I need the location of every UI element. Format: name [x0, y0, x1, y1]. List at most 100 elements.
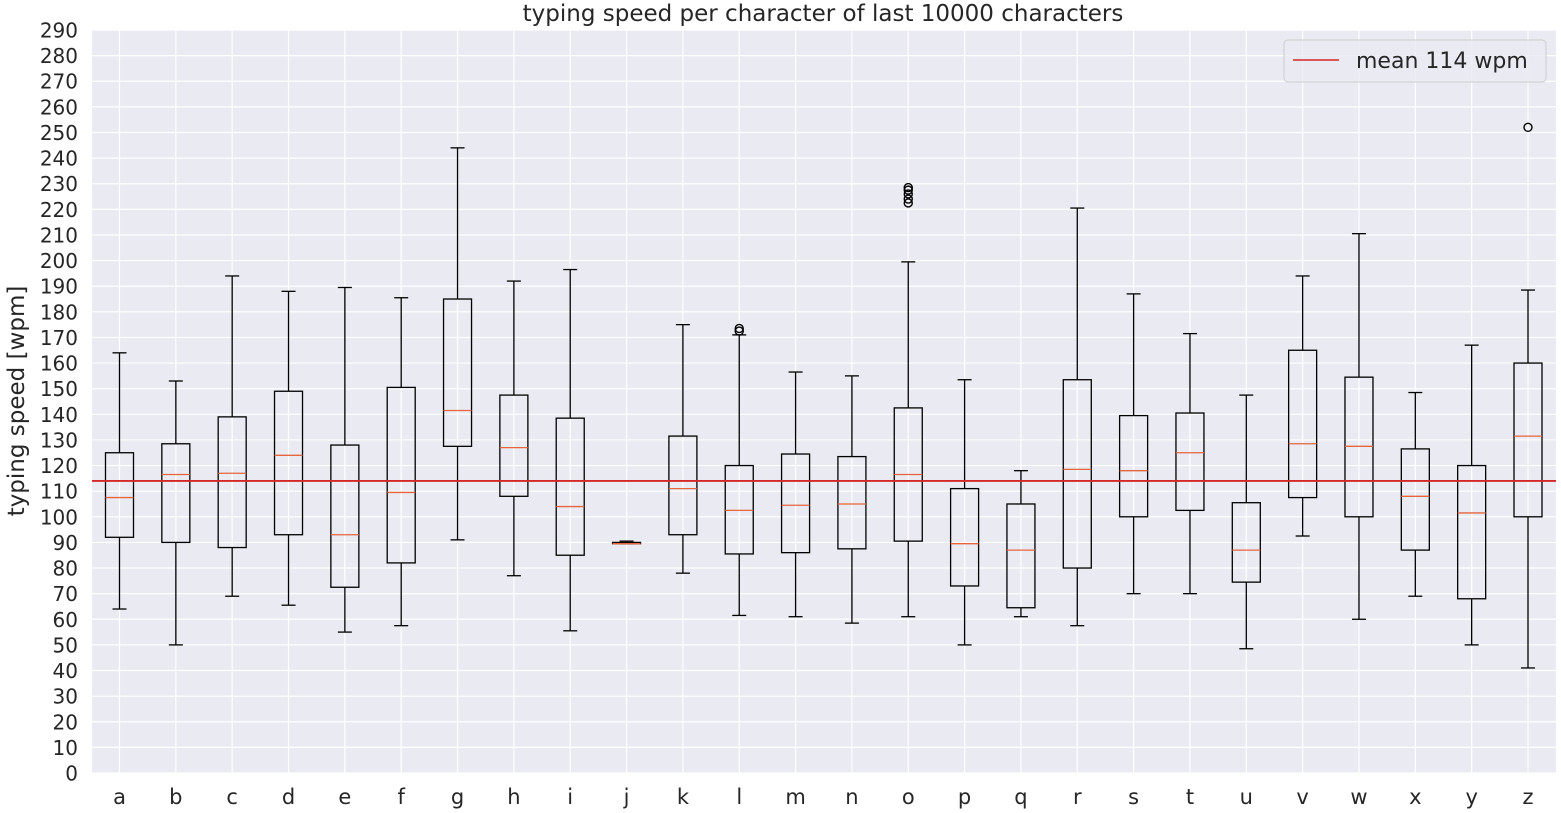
box-j — [611, 540, 642, 545]
y-tick-label: 260 — [40, 95, 78, 119]
x-tick-label: j — [623, 785, 630, 809]
x-tick-label: i — [567, 785, 573, 809]
y-tick-label: 240 — [40, 147, 78, 171]
box-y — [1457, 344, 1487, 646]
box-v — [1287, 275, 1318, 537]
iqr-box — [837, 455, 867, 550]
outlier-point — [903, 198, 913, 208]
y-tick-label: 140 — [40, 403, 78, 427]
x-tick-label: z — [1522, 785, 1533, 809]
y-tick-label: 10 — [53, 736, 78, 760]
iqr-box — [555, 417, 585, 556]
box-p — [949, 379, 980, 646]
iqr-box — [273, 390, 304, 536]
legend-box — [1283, 39, 1547, 83]
y-tick-label: 170 — [40, 326, 78, 350]
iqr-box — [161, 443, 191, 544]
x-tick-label: t — [1186, 785, 1194, 809]
y-tick-label: 190 — [40, 275, 78, 299]
x-tick-label: c — [226, 785, 238, 809]
y-tick-label: 180 — [40, 300, 78, 324]
outlier-point — [903, 194, 913, 204]
y-tick-label: 130 — [40, 428, 78, 452]
outlier-point — [1523, 122, 1533, 133]
iqr-box — [1062, 379, 1092, 569]
x-tick-label: w — [1350, 785, 1367, 809]
y-tick-label: 290 — [40, 19, 78, 43]
axis-ticks: 0102030405060708090100110120130140150160… — [40, 19, 1534, 810]
box-n — [837, 375, 867, 624]
y-tick-label: 80 — [53, 557, 78, 581]
iqr-box — [1457, 464, 1487, 600]
y-tick-label: 250 — [40, 121, 78, 145]
box-t — [1175, 332, 1205, 595]
iqr-box — [499, 394, 529, 497]
iqr-box — [668, 435, 698, 536]
outlier-point — [903, 182, 913, 193]
iqr-box — [1006, 503, 1036, 609]
x-tick-label: s — [1128, 785, 1139, 809]
x-tick-label: a — [113, 785, 126, 809]
outlier-point — [734, 323, 744, 334]
grid-lines — [92, 29, 1556, 774]
iqr-box — [217, 416, 247, 549]
legend-label: mean 114 wpm — [1356, 49, 1528, 74]
y-tick-label: 90 — [53, 531, 78, 555]
y-tick-label: 70 — [53, 582, 78, 606]
box-k — [668, 323, 698, 574]
x-tick-label: k — [677, 785, 690, 809]
legend: mean 114 wpm — [1283, 39, 1547, 83]
box-q — [1006, 470, 1036, 618]
x-tick-label: g — [451, 785, 464, 809]
box-o — [893, 182, 923, 618]
box-d — [273, 290, 304, 606]
iqr-box — [1400, 448, 1430, 551]
box-e — [330, 286, 360, 633]
x-tick-label: m — [785, 785, 805, 809]
x-tick-label: r — [1073, 785, 1082, 809]
x-tick-label: f — [397, 785, 405, 809]
x-tick-label: e — [338, 785, 351, 809]
box-r — [1062, 207, 1092, 627]
y-tick-label: 0 — [65, 762, 78, 786]
y-tick-label: 120 — [40, 454, 78, 478]
iqr-box — [1513, 362, 1543, 518]
iqr-box — [386, 386, 416, 564]
y-tick-label: 210 — [40, 223, 78, 247]
chart-title: typing speed per character of last 10000… — [523, 1, 1124, 27]
y-tick-label: 230 — [40, 172, 78, 196]
y-tick-label: 150 — [40, 377, 78, 401]
box-c — [217, 275, 247, 597]
x-tick-label: l — [736, 785, 742, 809]
iqr-box — [780, 453, 811, 554]
box-h — [499, 280, 529, 577]
y-tick-label: 160 — [40, 352, 78, 376]
x-tick-label: x — [1409, 785, 1421, 809]
x-tick-label: b — [169, 785, 182, 809]
x-tick-label: d — [282, 785, 295, 809]
box-i — [555, 268, 585, 632]
iqr-box — [949, 487, 980, 587]
box-series — [104, 122, 1543, 669]
y-tick-label: 280 — [40, 44, 78, 68]
box-a — [104, 352, 135, 610]
box-z — [1513, 122, 1543, 669]
box-m — [780, 371, 811, 618]
x-tick-label: v — [1296, 785, 1308, 809]
iqr-box — [1287, 349, 1318, 499]
outlier-point — [734, 326, 744, 336]
y-tick-label: 220 — [40, 198, 78, 222]
box-b — [161, 380, 191, 646]
box-s — [1118, 293, 1149, 595]
y-axis-label: typing speed [wpm] — [4, 286, 30, 517]
x-tick-label: h — [507, 785, 520, 809]
box-l — [724, 323, 754, 617]
iqr-box — [1175, 412, 1205, 512]
outlier-point — [903, 189, 913, 199]
iqr-box — [1231, 502, 1261, 583]
box-x — [1400, 391, 1430, 597]
plot-background — [92, 30, 1556, 773]
iqr-box — [1118, 414, 1149, 518]
x-tick-label: o — [902, 785, 915, 809]
